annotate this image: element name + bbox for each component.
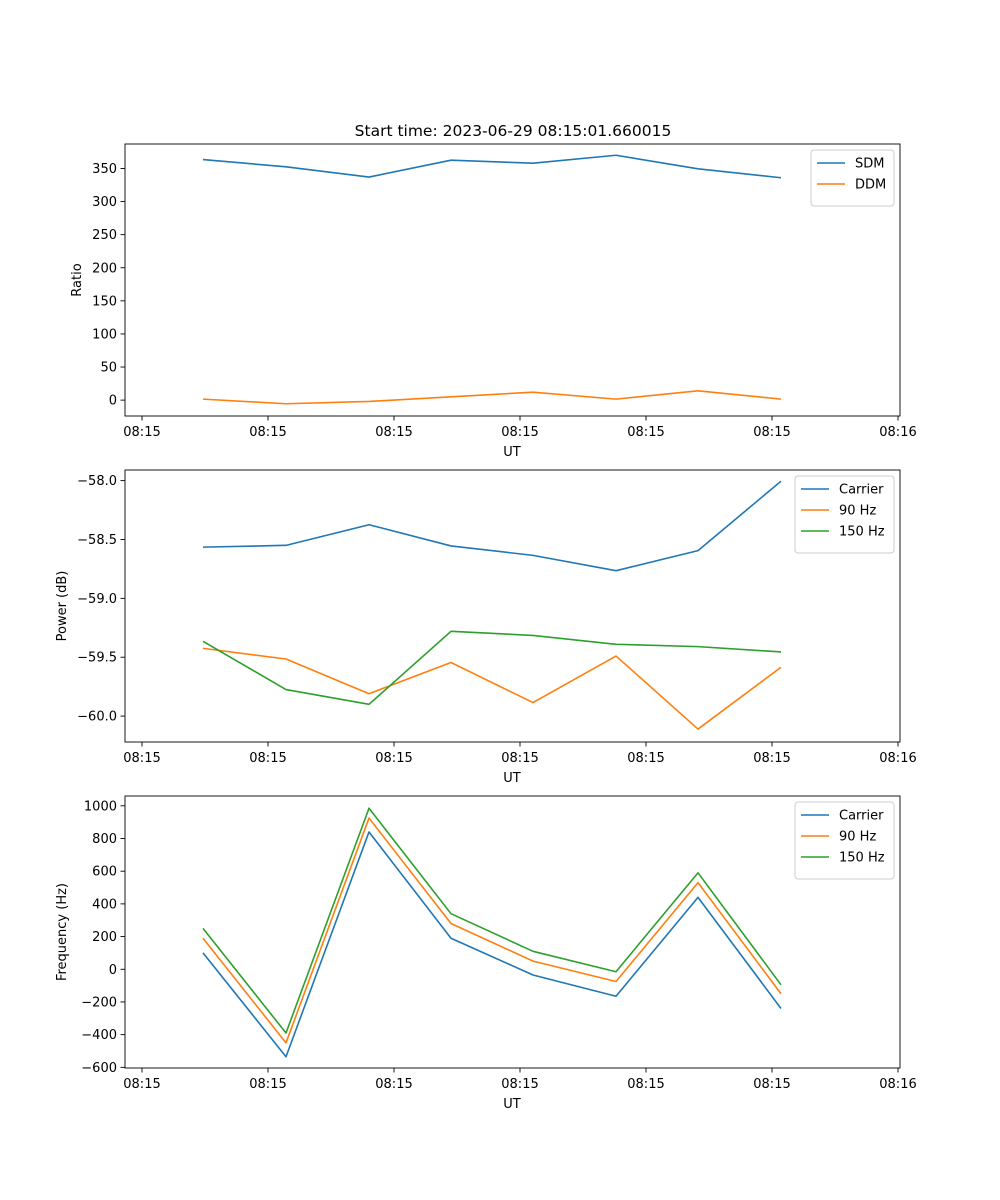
legend-label: 150 Hz	[839, 525, 885, 540]
x-axis-label: UT	[503, 1097, 521, 1112]
figure-title: Start time: 2023-06-29 08:15:01.660015	[355, 122, 672, 140]
ratio-panel: 08:15 08:15 08:15 08:15 08:15 08:15 08:16 0 50 10…	[70, 143, 917, 460]
y-tick-label: −58.0	[77, 474, 117, 489]
x-tick-label: 08:16	[879, 751, 916, 766]
y-tick-label: 0	[109, 963, 117, 978]
x-tick-label: 08:15	[123, 1077, 160, 1092]
legend-box	[794, 475, 895, 554]
y-tick-label: −600	[81, 1061, 117, 1076]
y-tick-label: −58.5	[77, 533, 117, 548]
y-tick-label: 250	[92, 228, 117, 243]
x-tick-label: 08:15	[249, 425, 286, 440]
legend: Carrier 90 Hz 150 Hz	[794, 801, 895, 880]
y-axis-label: Ratio	[70, 263, 85, 296]
x-tick-label: 08:15	[627, 751, 664, 766]
y-tick-label: 300	[92, 195, 117, 210]
y-tick-label: 150	[92, 294, 117, 309]
series-line-carrier	[202, 831, 782, 1058]
x-tick-label: 08:15	[627, 1077, 664, 1092]
x-tick-label: 08:15	[627, 425, 664, 440]
frequency-panel: 08:15 08:15 08:15 08:15 08:15 08:15 08:16 −600 −…	[55, 795, 917, 1112]
y-tick-label: −60.0	[77, 710, 117, 725]
x-tick-label: 08:15	[753, 425, 790, 440]
x-tick-label: 08:15	[375, 1077, 412, 1092]
y-tick-label: 0	[109, 394, 117, 409]
y-tick-label: 1000	[84, 799, 117, 814]
y-tick-label: 400	[92, 897, 117, 912]
x-tick-label: 08:15	[249, 1077, 286, 1092]
axes-frame	[124, 143, 901, 417]
x-tick-label: 08:15	[501, 751, 538, 766]
series-line-carrier	[202, 480, 782, 572]
x-tick-label: 08:16	[879, 425, 916, 440]
y-tick-label: 200	[92, 930, 117, 945]
legend-label: Carrier	[839, 483, 884, 498]
y-tick-label: 800	[92, 832, 117, 847]
y-tick-label: −200	[81, 995, 117, 1010]
y-tick-label: −59.0	[77, 592, 117, 607]
x-tick-label: 08:15	[753, 1077, 790, 1092]
legend-box	[810, 149, 895, 207]
legend-box	[794, 801, 895, 880]
x-axis-label: UT	[503, 771, 521, 786]
series-line-150-hz	[202, 807, 782, 1034]
legend-label: 150 Hz	[839, 851, 885, 866]
legend-label: 90 Hz	[839, 504, 876, 519]
power-panel: 08:15 08:15 08:15 08:15 08:15 08:15 08:16 −60.0…	[55, 469, 917, 786]
series-line-90-hz	[202, 817, 782, 1044]
x-tick-label: 08:15	[123, 425, 160, 440]
x-tick-label: 08:16	[879, 1077, 916, 1092]
series-line-90-hz	[202, 647, 782, 730]
x-tick-label: 08:15	[375, 751, 412, 766]
y-tick-label: 100	[92, 327, 117, 342]
y-axis-label: Power (dB)	[55, 571, 70, 642]
x-tick-label: 08:15	[501, 1077, 538, 1092]
series-line-ddm	[202, 390, 782, 405]
axes-frame	[124, 469, 901, 743]
x-axis-label: UT	[503, 445, 521, 460]
legend: SDM DDM	[810, 149, 895, 207]
x-tick-label: 08:15	[123, 751, 160, 766]
series-line-sdm	[202, 154, 782, 179]
legend-label: DDM	[855, 178, 886, 193]
x-tick-label: 08:15	[753, 751, 790, 766]
y-tick-label: 50	[100, 361, 117, 376]
y-tick-label: −400	[81, 1028, 117, 1043]
series-line-150-hz	[202, 630, 782, 706]
y-tick-label: 350	[92, 162, 117, 177]
y-tick-label: −59.5	[77, 651, 117, 666]
legend-label: Carrier	[839, 809, 884, 824]
legend-label: 90 Hz	[839, 830, 876, 845]
y-tick-label: 200	[92, 261, 117, 276]
legend: Carrier 90 Hz 150 Hz	[794, 475, 895, 554]
y-tick-label: 600	[92, 865, 117, 880]
axes-frame	[124, 795, 901, 1069]
x-tick-label: 08:15	[249, 751, 286, 766]
x-tick-label: 08:15	[375, 425, 412, 440]
y-axis-label: Frequency (Hz)	[55, 883, 70, 981]
legend-label: SDM	[855, 157, 884, 172]
x-tick-label: 08:15	[501, 425, 538, 440]
